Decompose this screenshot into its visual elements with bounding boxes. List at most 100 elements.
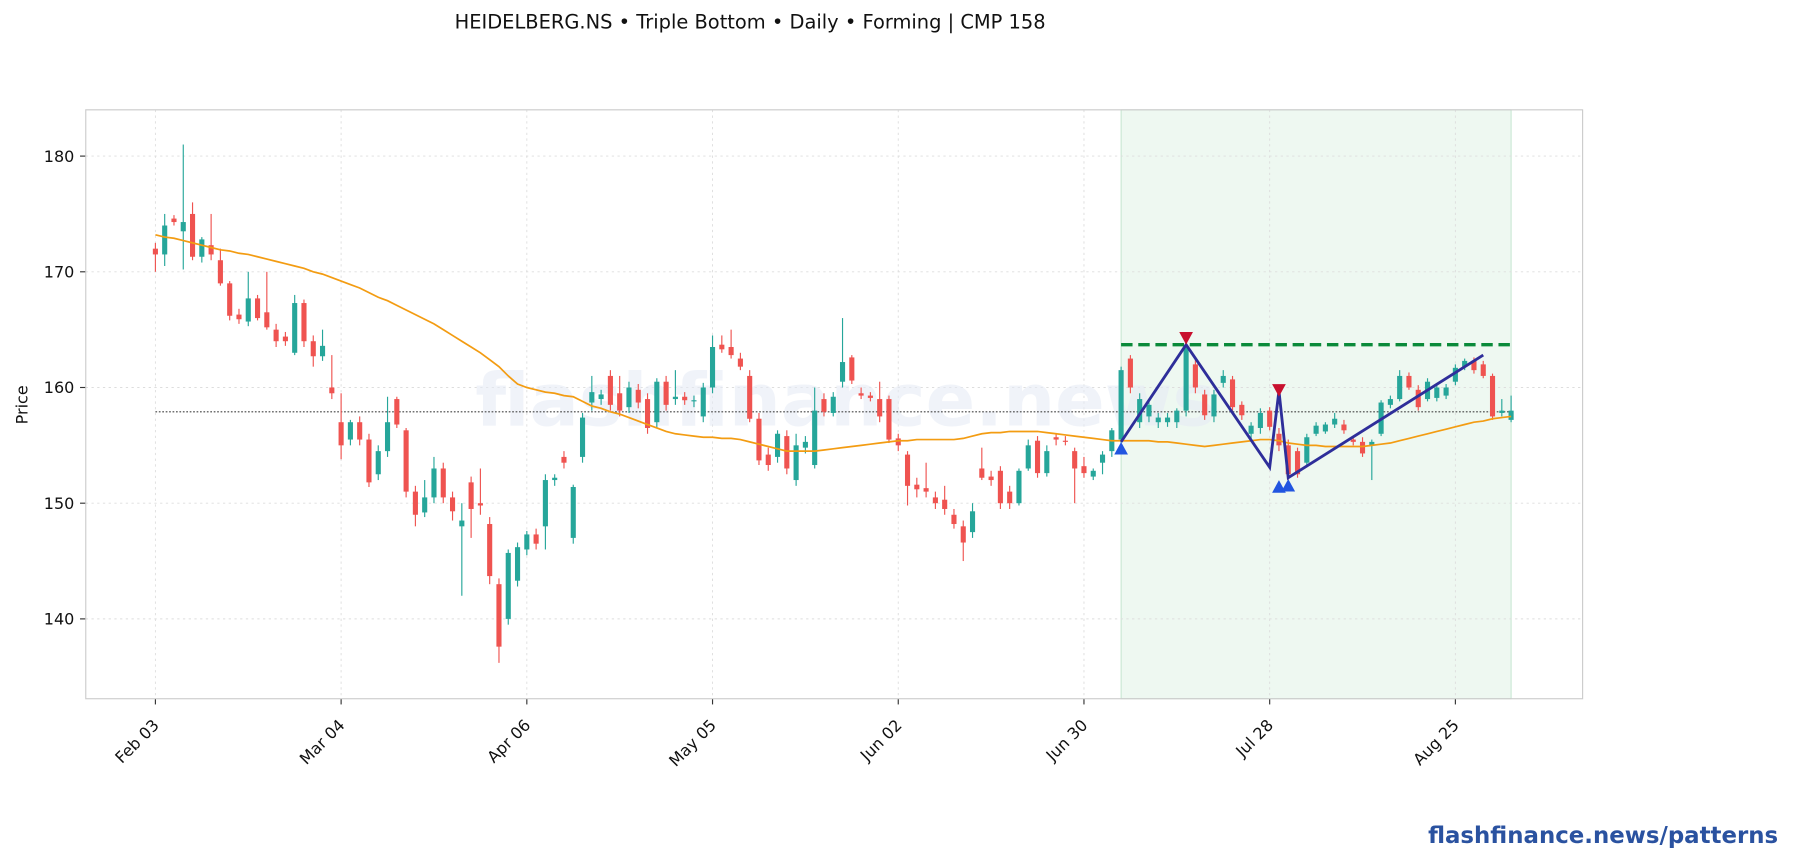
candle-body bbox=[431, 468, 437, 498]
candle-body bbox=[1341, 424, 1347, 431]
candle-body bbox=[1174, 410, 1180, 423]
pattern-line bbox=[1119, 342, 1484, 481]
candle-body bbox=[867, 395, 873, 398]
candle-body bbox=[1369, 441, 1375, 446]
footer: flashfinance.news/patterns bbox=[1428, 823, 1778, 849]
candle-body bbox=[988, 476, 994, 481]
candle-body bbox=[728, 347, 734, 356]
candle-body bbox=[1248, 425, 1254, 434]
candle-body bbox=[264, 312, 270, 328]
candle-body bbox=[774, 433, 781, 457]
y-tick-label: 150 bbox=[44, 494, 75, 513]
candle-body bbox=[171, 218, 177, 223]
low-marker bbox=[1281, 478, 1296, 492]
high-marker bbox=[1272, 384, 1286, 397]
candle-body bbox=[561, 456, 567, 463]
candle-body bbox=[765, 454, 771, 466]
candle-body bbox=[635, 389, 641, 403]
candle-body bbox=[617, 393, 623, 411]
candle-body bbox=[877, 399, 883, 417]
candle-body bbox=[514, 547, 521, 581]
candle-body bbox=[1276, 433, 1282, 446]
candle-body bbox=[607, 375, 613, 405]
candle-body bbox=[1267, 410, 1273, 427]
candle-body bbox=[626, 387, 632, 408]
y-tick-label: 180 bbox=[44, 147, 75, 166]
candle-body bbox=[812, 410, 818, 466]
candle-body bbox=[1332, 418, 1338, 425]
candle-body bbox=[1471, 360, 1477, 371]
candle-body bbox=[589, 392, 595, 403]
candle-body bbox=[979, 468, 985, 478]
candle-body bbox=[1202, 394, 1208, 416]
candle-body bbox=[858, 393, 864, 396]
candle-body bbox=[914, 484, 920, 490]
candle-body bbox=[468, 482, 474, 509]
candle-body bbox=[1480, 364, 1486, 376]
candle-body bbox=[1229, 379, 1236, 408]
candle-body bbox=[199, 239, 205, 257]
low-marker bbox=[1114, 441, 1128, 455]
candle-body bbox=[217, 260, 223, 284]
candle-body bbox=[1322, 424, 1328, 432]
candle-body bbox=[310, 341, 316, 357]
candle-body bbox=[570, 486, 576, 538]
candle-body bbox=[282, 336, 288, 342]
candle-body bbox=[1099, 454, 1106, 463]
candle-body bbox=[969, 511, 976, 533]
candle-body bbox=[1016, 470, 1022, 504]
candle-body bbox=[384, 422, 391, 452]
candle-body bbox=[932, 497, 938, 504]
candle-body bbox=[338, 422, 344, 446]
candle-body bbox=[254, 298, 261, 319]
candle-body bbox=[1489, 375, 1496, 417]
candle-body bbox=[1062, 440, 1068, 442]
candle-body bbox=[487, 524, 493, 577]
candle-body bbox=[1090, 470, 1096, 477]
candle-body bbox=[1313, 425, 1319, 434]
candle-body bbox=[292, 303, 298, 353]
candle-body bbox=[1434, 387, 1440, 398]
low-marker bbox=[1272, 480, 1286, 493]
candle-body bbox=[1443, 387, 1449, 396]
candle-body bbox=[440, 468, 446, 498]
candle-body bbox=[301, 303, 307, 342]
candle-body bbox=[951, 514, 957, 525]
candle-body bbox=[1499, 410, 1505, 413]
candle-body bbox=[895, 438, 901, 446]
candle-body bbox=[524, 534, 530, 550]
candle-body bbox=[1397, 375, 1403, 400]
candle-body bbox=[347, 422, 353, 440]
candle-body bbox=[422, 497, 428, 513]
candle-body bbox=[682, 396, 688, 401]
candle-body bbox=[747, 375, 753, 419]
candle-body bbox=[1285, 445, 1291, 475]
candle-body bbox=[245, 298, 251, 322]
y-tick-label: 160 bbox=[44, 378, 75, 397]
candle-body bbox=[1137, 399, 1143, 423]
candle-body bbox=[1007, 491, 1013, 504]
candle-body bbox=[1044, 451, 1050, 474]
candle-body bbox=[839, 362, 846, 382]
candle-body bbox=[1359, 441, 1366, 454]
candle-body bbox=[273, 329, 279, 342]
candle-body bbox=[663, 381, 669, 405]
candle-body bbox=[923, 488, 929, 492]
candle-body bbox=[579, 417, 586, 457]
candle-body bbox=[1155, 417, 1161, 423]
candle-body bbox=[904, 454, 911, 486]
candle-body bbox=[394, 399, 400, 425]
candle-body bbox=[700, 387, 706, 417]
candle-body bbox=[1350, 439, 1356, 442]
candle-body bbox=[1025, 445, 1031, 469]
candle-body bbox=[719, 344, 725, 350]
candle-body bbox=[412, 491, 418, 515]
candle-body bbox=[1192, 364, 1198, 388]
candle-body bbox=[1081, 466, 1087, 474]
candle-body bbox=[709, 347, 716, 388]
candle-body bbox=[552, 477, 558, 481]
candle-body bbox=[942, 499, 948, 509]
candle-body bbox=[1034, 440, 1041, 474]
y-axis-label: Price bbox=[12, 385, 31, 424]
